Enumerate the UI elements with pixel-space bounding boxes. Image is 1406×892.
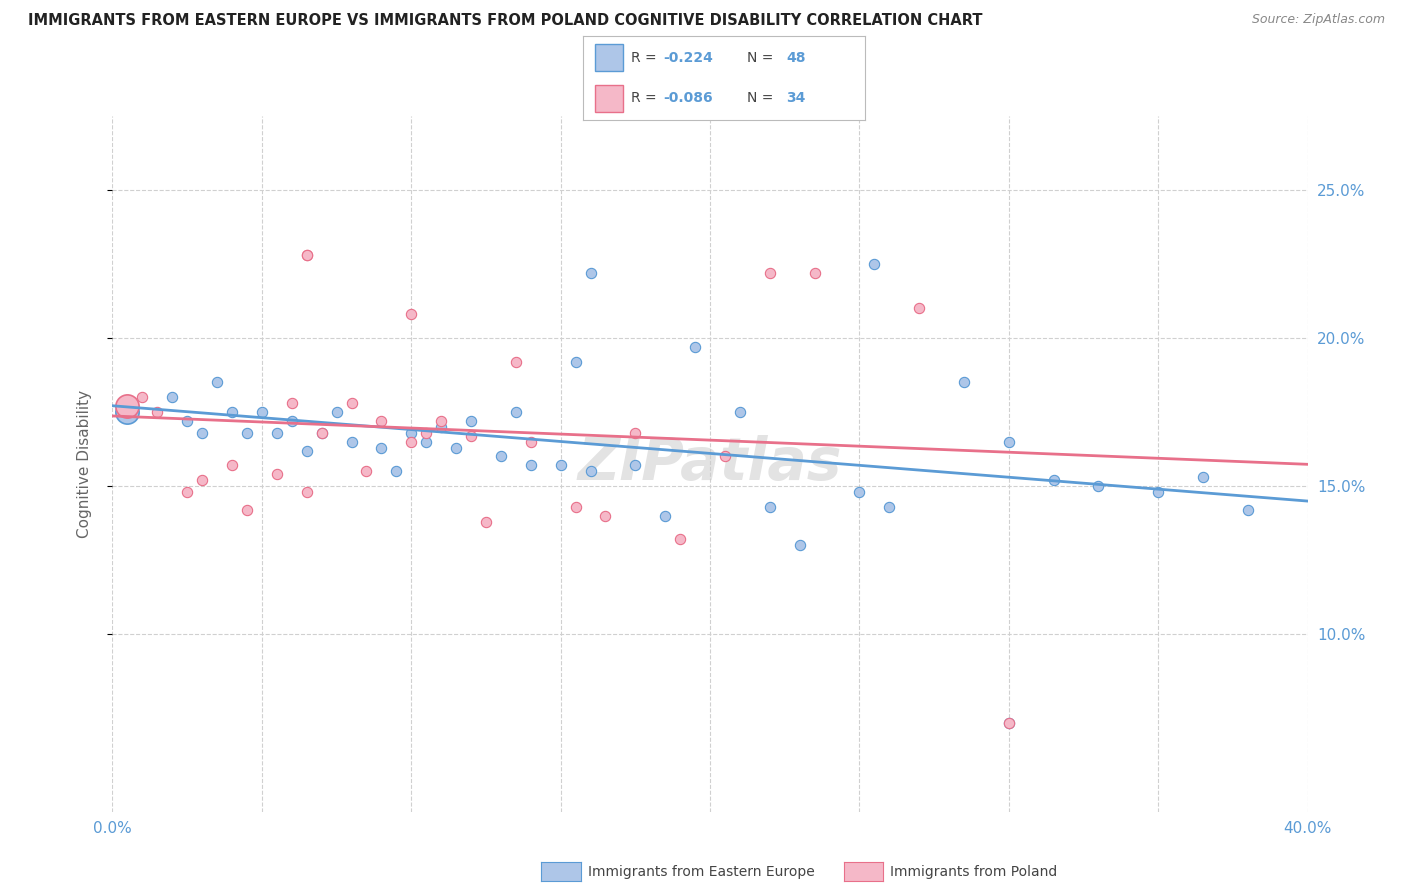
Point — [877, 500, 901, 514]
Point — [266, 467, 288, 482]
Point — [176, 414, 198, 428]
Point — [325, 405, 347, 419]
Point — [789, 538, 811, 552]
Point — [520, 434, 543, 449]
Text: Immigrants from Eastern Europe: Immigrants from Eastern Europe — [588, 865, 814, 880]
Text: Immigrants from Poland: Immigrants from Poland — [890, 865, 1057, 880]
Point — [595, 508, 617, 523]
Point — [221, 405, 243, 419]
Point — [340, 396, 363, 410]
Point — [221, 458, 243, 473]
Point — [624, 425, 647, 440]
Point — [505, 405, 527, 419]
Text: 48: 48 — [786, 51, 806, 65]
Point — [908, 301, 931, 316]
Text: N =: N = — [747, 51, 778, 65]
Point — [1147, 485, 1170, 500]
Point — [117, 405, 139, 419]
Point — [401, 307, 423, 321]
Point — [953, 376, 976, 390]
Point — [714, 450, 737, 464]
Point — [311, 425, 333, 440]
Point — [1087, 479, 1109, 493]
Point — [205, 376, 228, 390]
Text: -0.086: -0.086 — [664, 91, 713, 105]
Point — [728, 405, 751, 419]
Point — [191, 425, 214, 440]
Point — [281, 396, 304, 410]
Point — [564, 500, 586, 514]
Point — [1192, 470, 1215, 484]
Point — [415, 434, 437, 449]
Point — [624, 458, 647, 473]
Point — [579, 266, 602, 280]
Point — [430, 414, 453, 428]
Text: 34: 34 — [786, 91, 806, 105]
Point — [998, 715, 1021, 730]
Point — [131, 390, 153, 404]
Point — [266, 425, 288, 440]
Point — [401, 434, 423, 449]
Point — [759, 500, 782, 514]
Point — [415, 425, 437, 440]
Point — [579, 464, 602, 478]
Text: Source: ZipAtlas.com: Source: ZipAtlas.com — [1251, 13, 1385, 27]
Point — [550, 458, 572, 473]
Text: N =: N = — [747, 91, 778, 105]
Text: IMMIGRANTS FROM EASTERN EUROPE VS IMMIGRANTS FROM POLAND COGNITIVE DISABILITY CO: IMMIGRANTS FROM EASTERN EUROPE VS IMMIGR… — [28, 13, 983, 29]
Point — [162, 390, 183, 404]
Point — [1237, 502, 1260, 516]
Point — [430, 420, 453, 434]
Point — [401, 425, 423, 440]
Point — [356, 464, 378, 478]
Point — [295, 248, 318, 262]
Point — [250, 405, 273, 419]
Point — [505, 354, 527, 368]
Point — [340, 434, 363, 449]
Y-axis label: Cognitive Disability: Cognitive Disability — [77, 390, 91, 538]
Point — [191, 473, 214, 487]
Point — [385, 464, 408, 478]
Bar — [595, 44, 623, 71]
Point — [998, 434, 1021, 449]
Point — [295, 443, 318, 458]
Point — [117, 399, 139, 413]
Point — [176, 485, 198, 500]
Point — [236, 502, 259, 516]
Point — [146, 405, 169, 419]
Point — [370, 441, 392, 455]
Point — [863, 257, 886, 271]
Point — [759, 266, 782, 280]
Bar — [595, 85, 623, 112]
Point — [520, 458, 543, 473]
Text: R =: R = — [631, 91, 661, 105]
Point — [460, 428, 482, 442]
Point — [281, 414, 304, 428]
Point — [475, 515, 498, 529]
Point — [654, 508, 676, 523]
Text: -0.224: -0.224 — [664, 51, 713, 65]
Point — [295, 248, 318, 262]
Text: ZIPatlas: ZIPatlas — [578, 435, 842, 492]
Point — [998, 715, 1021, 730]
Point — [117, 399, 139, 413]
Point — [370, 414, 392, 428]
Point — [295, 485, 318, 500]
Point — [848, 485, 870, 500]
Point — [683, 340, 706, 354]
Text: R =: R = — [631, 51, 661, 65]
Point — [1042, 473, 1064, 487]
Point — [564, 354, 586, 368]
Point — [669, 533, 692, 547]
Point — [803, 266, 825, 280]
Point — [460, 414, 482, 428]
Point — [236, 425, 259, 440]
Point — [311, 425, 333, 440]
Point — [117, 405, 139, 419]
Point — [489, 450, 512, 464]
Point — [444, 441, 467, 455]
